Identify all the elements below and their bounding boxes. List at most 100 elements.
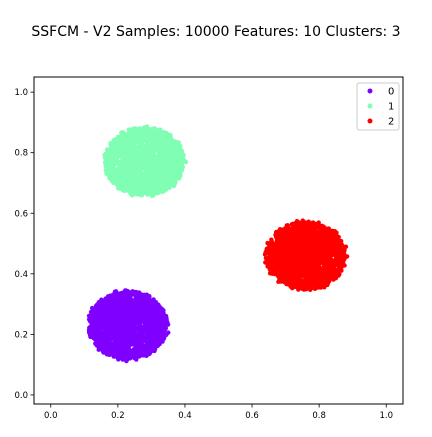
data-point [137,172,142,177]
data-point [168,134,173,140]
data-point [160,167,165,172]
data-point [99,334,104,339]
data-point [133,145,138,151]
data-point [146,343,152,348]
data-point [159,182,164,187]
data-point [111,167,117,172]
data-point [276,274,281,280]
data-point [128,146,134,151]
data-point [166,170,171,175]
data-point [121,315,126,320]
data-point [141,316,146,321]
data-point [119,136,124,141]
data-point [121,153,126,158]
data-point [127,354,132,359]
data-point [134,191,139,197]
data-point [161,320,166,325]
data-point [145,306,150,311]
data-point [124,138,130,143]
data-point [127,334,133,340]
data-point [140,176,145,182]
data-point [124,326,130,331]
data-point [136,326,141,331]
data-point [149,143,154,148]
data-point [183,159,189,165]
data-point [140,335,146,340]
data-point [111,302,117,308]
data-point [157,185,162,191]
data-point [111,138,116,143]
data-point [106,313,111,318]
data-point [139,297,145,303]
data-point [142,166,148,172]
data-point [125,173,130,179]
points-layer [86,124,350,364]
data-point [141,133,146,138]
data-point [144,190,150,195]
data-point [138,190,143,196]
data-point [150,338,155,344]
data-point [343,244,349,249]
data-point [158,131,163,137]
data-point [102,301,108,307]
data-point [162,152,167,158]
data-point [156,178,161,183]
data-point [132,299,137,305]
data-point [86,330,92,335]
chart-title: SSFCM - V2 Samples: 10000 Features: 10 C… [31,24,401,40]
data-point [149,304,155,309]
data-point [116,299,122,304]
data-point [111,347,116,353]
data-point [152,326,157,331]
data-point [120,159,125,165]
data-point [119,176,125,181]
data-point [130,184,135,189]
data-point [130,290,135,295]
data-point [115,137,120,142]
data-point [126,161,131,167]
series-1 [102,124,189,199]
data-point [106,348,111,353]
data-point [121,182,126,188]
data-point [156,150,162,155]
data-point [113,147,118,152]
data-point [104,147,110,152]
data-point [172,182,177,187]
data-point [107,300,113,305]
data-point [93,337,98,343]
data-point [142,137,148,143]
data-point [124,148,129,154]
data-point [135,303,140,309]
data-point [151,348,156,353]
data-point [136,129,141,134]
data-point [131,330,137,336]
data-point [125,309,130,314]
data-point [117,186,123,191]
data-point [131,337,136,343]
data-point [101,345,107,350]
data-point [152,146,158,152]
data-point [144,144,150,150]
data-point [133,131,138,137]
data-point [115,178,121,184]
data-point [145,177,151,182]
data-point [124,347,130,352]
data-point [161,188,167,194]
data-point [153,168,158,174]
data-point [118,337,124,343]
data-point [104,352,110,357]
data-point [107,329,113,335]
data-point [108,352,113,357]
data-point [111,336,116,341]
data-point [149,137,154,142]
data-point [137,343,143,349]
series-2 [262,218,350,293]
data-point [96,344,101,349]
data-point [150,334,156,339]
data-point [116,318,122,324]
data-point [90,321,95,326]
data-point [162,174,168,179]
data-point [137,139,143,145]
